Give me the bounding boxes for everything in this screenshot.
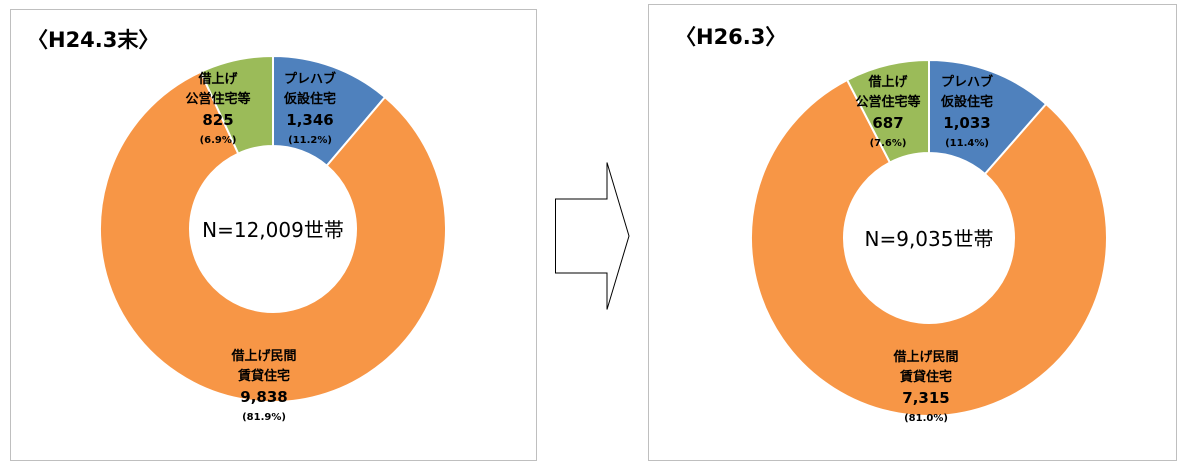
slice-label-line2: 仮設住宅 — [283, 91, 336, 107]
slice-label-line1: プレハブ — [284, 71, 336, 87]
chart-panel-h24: 〈H24.3末〉 プレハブ仮設住宅 1,346 (11.2%) 借上げ民間賃貸住宅 9,… — [10, 9, 537, 461]
slice-value: 825 — [202, 111, 233, 129]
slice-percent: (11.4%) — [945, 138, 989, 149]
slice-value: 1,346 — [286, 111, 333, 129]
slice-value: 7,315 — [902, 389, 949, 407]
donut-slice-private — [750, 78, 1108, 417]
donut-slice-private — [99, 70, 447, 403]
slice-percent: (81.0%) — [904, 413, 948, 424]
slice-label-line2: 公営住宅等 — [185, 91, 250, 107]
slice-value: 1,033 — [943, 114, 990, 132]
chart-title: 〈H26.3〉 — [675, 25, 787, 49]
slice-percent: (11.2%) — [288, 135, 332, 146]
slice-label-line1: 借上げ民間 — [892, 349, 958, 365]
chart-panel-h26: 〈H26.3〉 プレハブ仮設住宅 1,033 (11.4%) 借上げ民間賃貸住宅 7,3… — [648, 4, 1177, 461]
slice-label-line1: プレハブ — [941, 74, 993, 90]
slice-label-line2: 仮設住宅 — [940, 94, 993, 110]
slice-label-line2: 賃貸住宅 — [237, 368, 290, 384]
slice-label-line2: 公営住宅等 — [855, 94, 920, 110]
center-total-label: N=12,009世帯 — [202, 218, 344, 242]
slice-label-line1: 借上げ — [867, 74, 908, 90]
chart-title: 〈H24.3末〉 — [27, 28, 160, 52]
slice-label-line1: 借上げ — [197, 71, 238, 87]
slice-label-line1: 借上げ民間 — [230, 348, 296, 364]
slice-percent: (7.6%) — [870, 138, 907, 149]
donut-slice-public — [199, 54, 274, 155]
slice-percent: (6.9%) — [200, 135, 237, 146]
slice-label-line2: 賃貸住宅 — [899, 369, 952, 385]
slice-percent: (81.9%) — [242, 412, 286, 423]
center-total-label: N=9,035世帯 — [865, 227, 994, 251]
transition-arrow-icon — [555, 162, 630, 310]
donut-slice-public — [845, 58, 930, 164]
slice-value: 687 — [872, 114, 903, 132]
slice-value: 9,838 — [240, 388, 287, 406]
